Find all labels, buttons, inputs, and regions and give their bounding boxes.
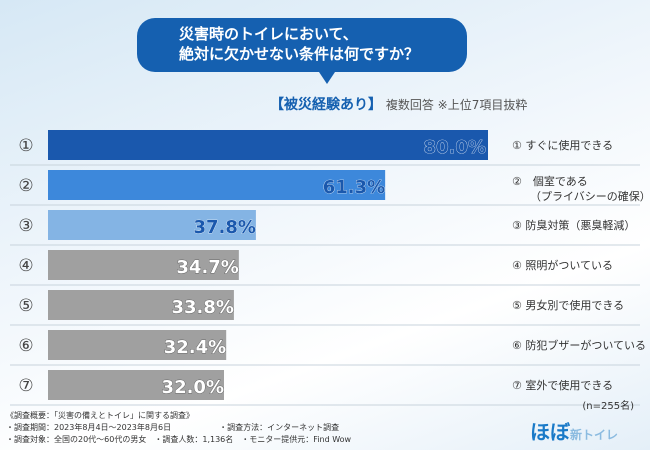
bar [48, 170, 386, 200]
category-label: ② 個室である [512, 174, 588, 188]
bar [48, 330, 227, 360]
bar [48, 130, 488, 160]
rank-label: ② [18, 176, 33, 196]
rank-label: ⑤ [18, 296, 33, 316]
sample-size: (n=255名) [582, 401, 634, 412]
value-label: 32.4% [164, 337, 226, 358]
value-label: 80.0% [424, 137, 486, 158]
bar [48, 290, 234, 320]
category-label: ⑤ 男女別で使用できる [512, 298, 624, 312]
footer-line-2: ・調査期間：2023年8月4日～2023年8月6日 ・調査方法：インターネット調… [6, 423, 340, 432]
value-label: 34.7% [176, 257, 238, 278]
question-bubble: 災害時のトイレにおいて、 絶対に欠かせない条件は何ですか？ [137, 18, 467, 84]
bar [48, 250, 239, 280]
footer-line-3: ・調査対象：全国の20代～60代の男女 ・調査人数：1,136名 ・モニター提供… [6, 435, 352, 444]
category-label: ④ 照明がついている [512, 258, 613, 272]
logo-main: ほぼ [530, 420, 570, 444]
subtitle: 【被災経験あり】 複数回答 ※上位7項目抜粋 [270, 94, 527, 114]
question-line-2: 絶対に欠かせない条件は何ですか？ [179, 45, 420, 63]
value-label: 37.8% [193, 217, 255, 238]
category-label: ⑦ 室外で使用できる [512, 378, 613, 392]
logo-sub: 新トイレ [570, 428, 619, 442]
survey-footer: 《調査概要：「災害の備えとトイレ」に関する調査》 ・調査期間：2023年8月4日… [6, 410, 351, 446]
subtitle-note: 複数回答 ※上位7項目抜粋 [385, 98, 528, 112]
footer-line-1: 《調査概要：「災害の備えとトイレ」に関する調査》 [6, 411, 194, 420]
value-label: 61.3% [323, 177, 385, 198]
rank-label: ⑥ [18, 336, 33, 356]
rank-label: ⑦ [18, 376, 33, 396]
brand-logo: ほぼ新トイレ [530, 416, 618, 445]
category-label: ① すぐに使用できる [512, 139, 613, 152]
category-label-cont: （プライバシーの確保） [530, 189, 650, 203]
rank-label: ④ [18, 256, 33, 276]
question-line-1: 災害時のトイレにおいて、 [179, 25, 358, 43]
rank-label: ③ [18, 216, 33, 236]
value-label: 32.0% [162, 377, 224, 398]
bar [48, 210, 256, 240]
category-label: ③ 防臭対策（悪臭軽減） [512, 218, 635, 232]
value-label: 33.8% [171, 297, 233, 318]
bar [48, 370, 224, 400]
category-label: ⑥ 防犯ブザーがついている [512, 338, 646, 352]
rank-label: ① [18, 136, 33, 156]
subtitle-group: 【被災経験あり】 [270, 97, 382, 113]
